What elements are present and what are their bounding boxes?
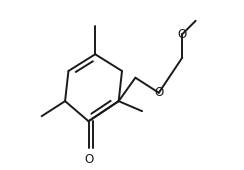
Text: O: O — [178, 28, 187, 41]
Text: O: O — [154, 86, 163, 99]
Text: O: O — [84, 153, 93, 166]
